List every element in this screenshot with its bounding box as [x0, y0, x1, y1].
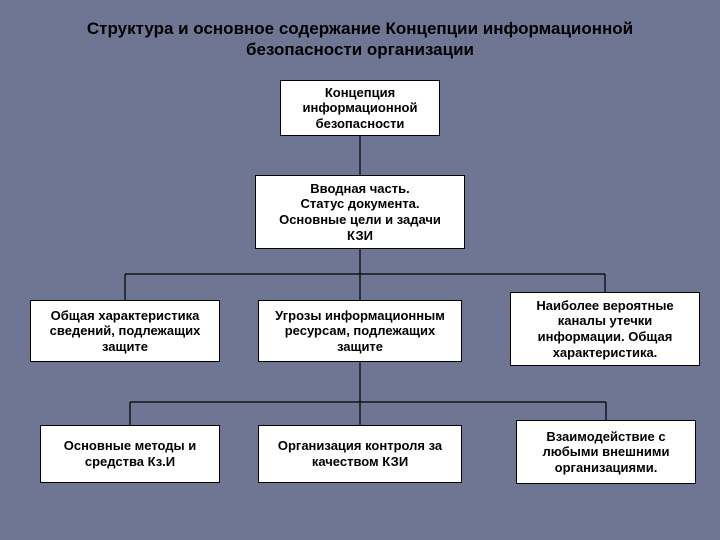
node-l2b: Угрозы информационным ресурсам, подлежащ… [258, 300, 462, 362]
node-l3c: Взаимодействие с любыми внешними организ… [516, 420, 696, 484]
node-l3b: Организация контроля за качеством КЗИ [258, 425, 462, 483]
node-root: Концепция информационной безопасности [280, 80, 440, 136]
diagram-title: Структура и основное содержание Концепци… [0, 18, 720, 61]
node-l2a: Общая характеристика сведений, подлежащи… [30, 300, 220, 362]
diagram-canvas: Структура и основное содержание Концепци… [0, 0, 720, 540]
node-intro: Вводная часть. Статус документа. Основны… [255, 175, 465, 249]
node-l3a: Основные методы и средства Кз.И [40, 425, 220, 483]
node-l2c: Наиболее вероятные каналы утечки информа… [510, 292, 700, 366]
